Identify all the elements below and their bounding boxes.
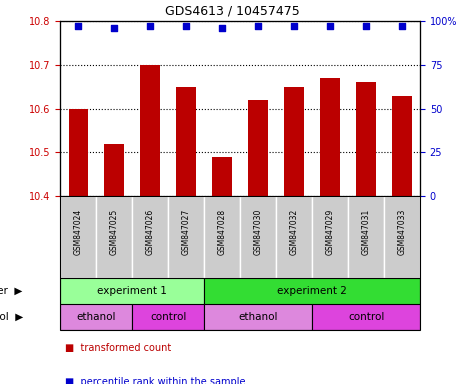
Text: experiment 2: experiment 2 (277, 286, 347, 296)
Bar (248, 100, 268, 196)
FancyBboxPatch shape (60, 196, 96, 278)
FancyBboxPatch shape (276, 196, 312, 278)
Text: GSM847029: GSM847029 (326, 209, 335, 255)
Text: GSM847032: GSM847032 (290, 209, 299, 255)
Point (399, 23, 406, 30)
Point (219, 25, 226, 31)
Bar (68, 109, 88, 196)
Text: GSM847025: GSM847025 (110, 209, 119, 255)
Text: GSM847028: GSM847028 (218, 209, 227, 255)
Text: GDS4613 / 10457475: GDS4613 / 10457475 (165, 4, 300, 17)
Point (326, 23, 334, 30)
Point (75, 23, 82, 30)
Text: experiment 1: experiment 1 (98, 286, 167, 296)
Text: GSM847024: GSM847024 (74, 209, 83, 255)
FancyBboxPatch shape (60, 278, 204, 304)
Bar (140, 65, 160, 196)
Bar (105, 144, 124, 196)
Bar (213, 157, 232, 196)
Bar (392, 96, 412, 196)
FancyBboxPatch shape (133, 196, 168, 278)
Text: GSM847030: GSM847030 (254, 209, 263, 255)
FancyBboxPatch shape (168, 196, 204, 278)
Bar (284, 87, 304, 196)
FancyBboxPatch shape (348, 196, 384, 278)
Text: GSM847026: GSM847026 (146, 209, 155, 255)
Text: GSM847033: GSM847033 (398, 209, 406, 255)
Text: ■  transformed count: ■ transformed count (65, 343, 171, 353)
FancyBboxPatch shape (60, 304, 133, 330)
Bar (356, 83, 376, 196)
Point (291, 23, 298, 30)
FancyBboxPatch shape (204, 278, 420, 304)
Point (254, 23, 262, 30)
FancyBboxPatch shape (384, 196, 420, 278)
FancyBboxPatch shape (204, 304, 312, 330)
Point (362, 23, 370, 30)
Text: ethanol: ethanol (77, 312, 116, 322)
Text: protocol  ▶: protocol ▶ (0, 312, 23, 322)
FancyBboxPatch shape (240, 196, 276, 278)
Text: ■  percentile rank within the sample: ■ percentile rank within the sample (65, 377, 246, 384)
FancyBboxPatch shape (204, 196, 240, 278)
Bar (176, 87, 196, 196)
Point (146, 23, 154, 30)
Point (183, 23, 190, 30)
Bar (320, 78, 340, 196)
Text: control: control (150, 312, 186, 322)
Text: ethanol: ethanol (239, 312, 278, 322)
FancyBboxPatch shape (96, 196, 133, 278)
FancyBboxPatch shape (133, 304, 204, 330)
FancyBboxPatch shape (312, 196, 348, 278)
Text: control: control (348, 312, 384, 322)
Text: GSM847027: GSM847027 (182, 209, 191, 255)
Text: GSM847031: GSM847031 (362, 209, 371, 255)
Point (111, 25, 118, 31)
Text: other  ▶: other ▶ (0, 286, 23, 296)
FancyBboxPatch shape (312, 304, 420, 330)
